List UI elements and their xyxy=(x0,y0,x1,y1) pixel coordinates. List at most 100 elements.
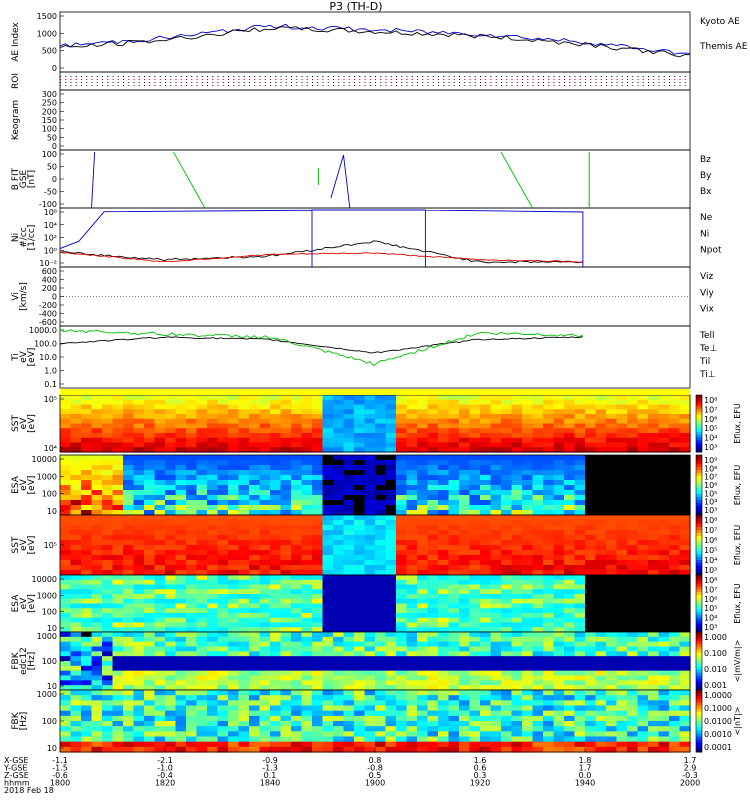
spectrogram-cell xyxy=(102,685,114,691)
roi-dot xyxy=(128,82,130,83)
spectrogram-cell xyxy=(133,641,145,648)
spectrogram-cell xyxy=(480,656,492,662)
spectrogram-cell xyxy=(228,555,240,561)
spectrogram-cell xyxy=(427,465,439,471)
spectrogram-cell xyxy=(175,475,187,481)
spectrogram-cell xyxy=(249,731,261,738)
spectrogram-cell xyxy=(406,746,418,753)
spectrogram-cell xyxy=(627,675,639,681)
spectrogram-cell xyxy=(343,395,355,401)
y-axis-label: FBK xyxy=(11,711,21,729)
spectrogram-cell xyxy=(102,570,114,576)
spectrogram-cell xyxy=(648,705,660,712)
spectrogram-cell xyxy=(175,399,187,406)
spectrogram-cell xyxy=(154,613,166,619)
colorbar-segment xyxy=(696,482,702,486)
roi-dot xyxy=(86,82,88,83)
spectrogram-cell xyxy=(648,530,660,536)
spectrogram-cell xyxy=(280,680,292,686)
y-axis-label: eV xyxy=(19,417,29,430)
spectrogram-cell xyxy=(364,535,376,541)
spectrogram-cell xyxy=(270,710,282,717)
spectrogram-cell xyxy=(396,721,408,727)
spectrogram-cell xyxy=(81,550,93,556)
spectrogram-cell xyxy=(417,579,429,586)
roi-dot xyxy=(453,82,455,83)
spectrogram-cell xyxy=(154,545,166,551)
spectrogram-cell xyxy=(238,665,250,672)
roi-dot xyxy=(343,76,345,77)
spectrogram-cell xyxy=(459,613,471,619)
roi-dot xyxy=(123,79,124,80)
spectrogram-cell xyxy=(102,414,114,420)
spectrogram-cell xyxy=(606,627,618,633)
spectrogram-cell xyxy=(144,575,156,581)
spectrogram-cell xyxy=(616,705,628,712)
spectrogram-cell xyxy=(417,636,429,643)
spectrogram-cell xyxy=(354,665,366,672)
spectrogram-cell xyxy=(91,505,103,511)
spectrogram-cell xyxy=(627,565,639,571)
spectrogram-cell xyxy=(144,661,156,667)
spectrogram-cell xyxy=(102,736,114,743)
y-tick-label: -200 xyxy=(39,301,57,310)
spectrogram-cell xyxy=(333,715,345,722)
spectrogram-cell xyxy=(123,540,135,546)
spectrogram-cell xyxy=(406,465,418,471)
spectrogram-cell xyxy=(270,700,282,707)
spectrogram-cell xyxy=(385,589,397,595)
colorbar-segment xyxy=(696,606,702,610)
spectrogram-cell xyxy=(165,670,177,677)
spectrogram-cell xyxy=(595,613,607,619)
spectrogram-cell xyxy=(301,423,313,429)
spectrogram-cell xyxy=(364,565,376,571)
colorbar-segment xyxy=(696,714,702,719)
spectrogram-cell xyxy=(217,627,229,633)
spectrogram-cell xyxy=(123,617,135,624)
spectrogram-cell xyxy=(679,675,691,681)
spectrogram-cell xyxy=(207,685,219,691)
spectrogram-cell xyxy=(459,447,471,453)
spectrogram-cell xyxy=(70,530,82,536)
spectrogram-cell xyxy=(333,520,345,526)
spectrogram-cell xyxy=(606,437,618,444)
spectrogram-cell xyxy=(228,510,240,516)
spectrogram-cell xyxy=(249,423,261,429)
spectrogram-cell xyxy=(490,535,502,541)
spectrogram-cell xyxy=(595,500,607,506)
spectrogram-cell xyxy=(112,447,124,453)
spectrogram-cell xyxy=(343,705,355,712)
spectrogram-cell xyxy=(154,646,166,652)
spectrogram-cell xyxy=(60,515,72,521)
spectrogram-cell xyxy=(270,617,282,624)
spectrogram-cell xyxy=(343,579,355,586)
spectrogram-cell xyxy=(123,447,135,453)
spectrogram-cell xyxy=(70,433,82,439)
spectrogram-cell xyxy=(501,656,513,662)
spectrogram-cell xyxy=(228,437,240,444)
spectrogram-cell xyxy=(186,608,198,614)
spectrogram-cell xyxy=(627,490,639,496)
legend-entry: Kyoto AE xyxy=(700,17,740,27)
roi-dot xyxy=(380,76,382,77)
spectrogram-cell xyxy=(532,428,544,434)
spectrogram-cell xyxy=(144,515,156,521)
spectrogram-cell xyxy=(354,495,366,501)
roi-dot xyxy=(595,79,597,80)
spectrogram-cell xyxy=(333,579,345,586)
spectrogram-cell xyxy=(165,399,177,406)
spectrogram-cell xyxy=(511,433,523,439)
roi-dot xyxy=(459,82,460,83)
spectrogram-cell xyxy=(333,700,345,707)
spectrogram-cell xyxy=(511,646,523,652)
spectrogram-cell xyxy=(280,736,292,743)
spectrogram-cell xyxy=(669,594,681,600)
spectrogram-cell xyxy=(249,622,261,628)
spectrogram-cell xyxy=(322,632,334,638)
roi-dot xyxy=(327,79,329,80)
spectrogram-cell xyxy=(616,460,628,466)
roi-dot xyxy=(553,82,555,83)
spectrogram-cell xyxy=(375,442,387,448)
spectrogram-cell xyxy=(70,636,82,643)
spectrogram-cell xyxy=(354,598,366,605)
